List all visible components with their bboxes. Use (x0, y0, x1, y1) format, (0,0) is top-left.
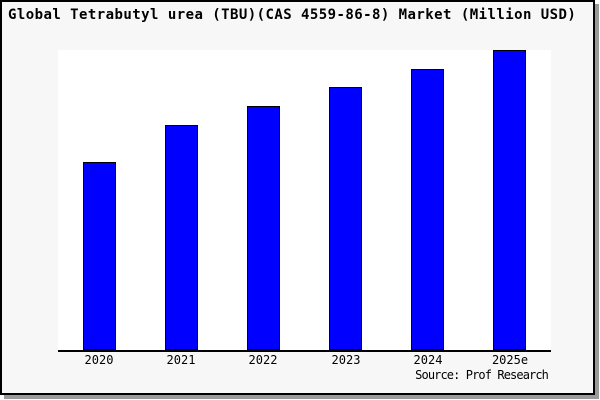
bar-2025e (493, 50, 526, 350)
chart-figure: Global Tetrabutyl urea (TBU)(CAS 4559-86… (0, 0, 595, 395)
bar-2022 (247, 106, 280, 350)
bar-2021 (165, 125, 198, 350)
x-tick-label-2025e: 2025e (491, 353, 529, 367)
x-tick-label-2022: 2022 (248, 353, 278, 367)
x-axis-line (58, 350, 551, 352)
bar-2023 (329, 87, 362, 350)
plot-area (58, 50, 551, 352)
x-tick-label-2020: 2020 (84, 353, 114, 367)
chart-title: Global Tetrabutyl urea (TBU)(CAS 4559-86… (8, 7, 577, 23)
x-tick-label-2023: 2023 (331, 353, 361, 367)
source-credit: Source: Prof Research (415, 368, 549, 382)
bar-2024 (411, 69, 444, 350)
x-tick-label-2024: 2024 (413, 353, 443, 367)
bar-2020 (83, 162, 116, 350)
x-tick-label-2021: 2021 (166, 353, 196, 367)
